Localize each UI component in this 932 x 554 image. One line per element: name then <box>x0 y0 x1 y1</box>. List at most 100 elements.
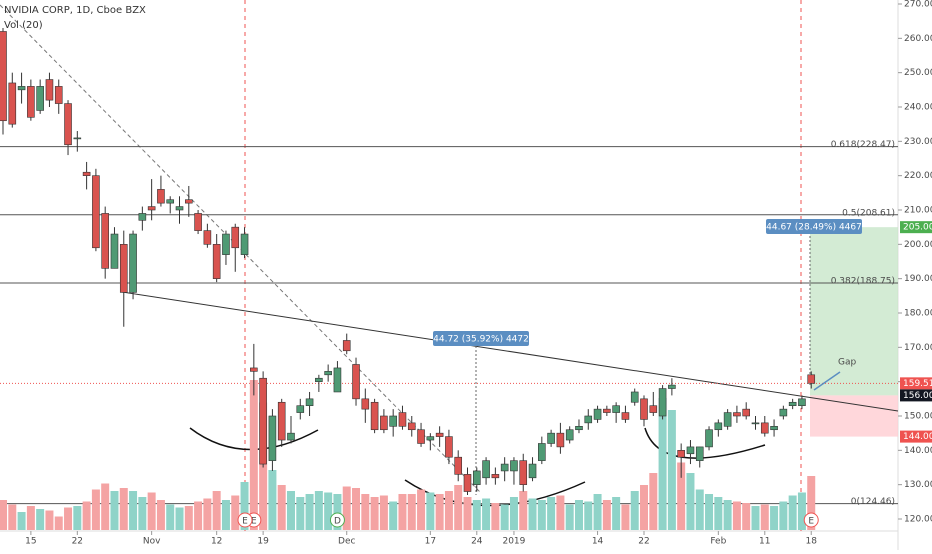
y-tick-label: 230.00 <box>904 137 932 147</box>
candle-body <box>677 450 685 458</box>
volume-bar <box>732 501 741 530</box>
candle-body <box>491 474 500 479</box>
volume-bar <box>574 500 583 530</box>
candle-body <box>788 401 797 406</box>
volume-bar <box>667 410 676 530</box>
volume-bar <box>602 500 611 530</box>
volume-bar <box>91 489 100 530</box>
y-tick-label: 180.00 <box>904 309 932 319</box>
volume-bar <box>398 494 407 530</box>
candle-body <box>454 456 463 475</box>
candle-body <box>621 412 630 420</box>
volume-label: Vol (20) <box>4 20 43 31</box>
y-tick-label: 130.00 <box>904 480 932 490</box>
volume-bar <box>417 489 426 530</box>
drawings: 0.618(228.47) 0.5(208.61) 0.382(188.75) 0(1… <box>0 0 899 531</box>
event-marker <box>329 512 345 528</box>
annotation-arrow <box>813 371 841 391</box>
volume-bar <box>649 473 658 530</box>
volume-bar <box>166 504 175 530</box>
x-tick-label: 15 <box>25 537 36 547</box>
annotation: Gap <box>838 358 856 368</box>
candle-body <box>287 432 295 441</box>
candle-body <box>8 82 17 125</box>
volume-bar <box>807 476 816 530</box>
volume-bar <box>760 504 769 530</box>
price-tag <box>900 221 932 234</box>
candle-body <box>779 408 788 417</box>
plot <box>0 28 816 530</box>
volume-bar <box>138 497 147 530</box>
volume-bar <box>797 492 806 530</box>
event-marker <box>237 512 253 528</box>
volume-bar <box>314 491 323 530</box>
x-tick-label: Feb <box>710 537 726 547</box>
volume-bar <box>556 495 565 530</box>
y-tick-label: 250.00 <box>904 68 932 78</box>
candle-body <box>342 340 351 352</box>
candle-body <box>668 384 676 389</box>
event-marker <box>803 512 819 528</box>
volume-bar <box>184 506 193 530</box>
candle-body <box>157 189 165 204</box>
volume-bar <box>751 506 760 530</box>
candle-body <box>705 429 713 448</box>
candle-body <box>426 436 435 441</box>
volume-bar <box>156 500 165 530</box>
candle-body <box>92 175 100 249</box>
price-tag-label: 144.00 <box>903 432 932 442</box>
fib-label: 0.618(228.47) <box>831 140 895 150</box>
x-tick-label: 19 <box>257 537 269 547</box>
candle-body <box>212 244 221 279</box>
candle-body <box>807 374 816 384</box>
y-tick-label: 210.00 <box>904 206 932 216</box>
candle-body <box>556 432 565 448</box>
volume-bar <box>64 507 73 530</box>
y-tick-label: 270.00 <box>904 0 932 10</box>
volume-bar <box>286 491 295 530</box>
x-tick-label: 14 <box>592 537 604 547</box>
volume-bar <box>221 500 230 530</box>
candle-body <box>760 422 769 434</box>
x-tick-label: Dec <box>338 537 355 547</box>
volume-bar <box>110 491 119 530</box>
candle-body <box>640 398 648 420</box>
candle-body <box>547 432 555 444</box>
candle-body <box>101 213 109 269</box>
candle-body <box>73 137 82 140</box>
candle-body <box>649 405 658 413</box>
candle-body <box>658 388 667 417</box>
volume-bar <box>723 500 732 530</box>
volume-bar <box>658 398 667 530</box>
x-tick-label: 18 <box>806 537 818 547</box>
volume-bar <box>296 497 305 530</box>
candle-body <box>472 470 481 485</box>
y-tick-label: 200.00 <box>904 240 932 250</box>
volume-bar <box>444 491 453 530</box>
volume-bar <box>779 501 788 530</box>
candle-body <box>231 226 240 249</box>
candle-body <box>445 436 453 458</box>
candle-body <box>463 474 472 492</box>
volume-bar <box>677 462 686 530</box>
candle-body <box>110 233 119 269</box>
event-label: D <box>334 517 341 527</box>
candle-body <box>305 398 314 407</box>
candle-body <box>0 31 7 122</box>
event-label: E <box>242 517 248 527</box>
volume-bar <box>268 470 277 530</box>
volume-bar <box>175 507 184 530</box>
candle-body <box>277 401 286 441</box>
target-zone <box>810 227 898 396</box>
volume-bar <box>370 497 379 530</box>
event-label: E <box>251 517 257 527</box>
candle-body <box>519 460 528 485</box>
candle-body <box>240 233 249 255</box>
volume-bar <box>45 510 54 530</box>
y-tick-label: 150.00 <box>904 412 932 422</box>
candle-body <box>27 86 35 118</box>
candle-body <box>222 233 230 255</box>
candle-body <box>82 171 91 176</box>
x-tick-label: 17 <box>425 537 436 547</box>
volume-bar <box>361 494 370 530</box>
